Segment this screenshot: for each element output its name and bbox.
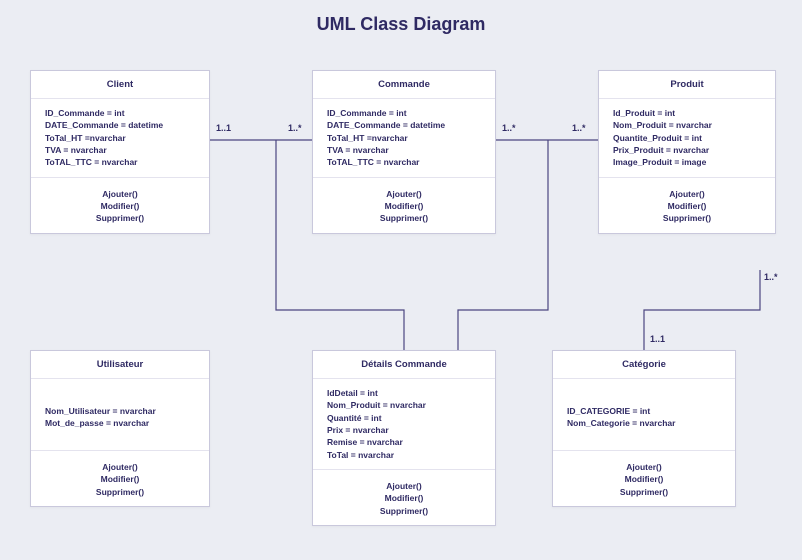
class-attrs: ID_Commande = int DATE_Commande = dateti… — [31, 99, 209, 178]
attr: Nom_Utilisateur = nvarchar — [45, 405, 199, 417]
op: Modifier() — [603, 200, 771, 212]
mult-produit-categorie-top: 1..* — [764, 272, 778, 282]
class-name: Commande — [313, 71, 495, 99]
class-details: Détails Commande IdDetail = int Nom_Prod… — [312, 350, 496, 526]
class-commande: Commande ID_Commande = int DATE_Commande… — [312, 70, 496, 234]
op: Supprimer() — [35, 212, 205, 224]
mult-produit-categorie-bottom: 1..1 — [650, 334, 665, 344]
class-attrs: Nom_Utilisateur = nvarchar Mot_de_passe … — [31, 379, 209, 451]
attr: ID_Commande = int — [327, 107, 485, 119]
attr: TVA = nvarchar — [327, 144, 485, 156]
class-produit: Produit Id_Produit = int Nom_Produit = n… — [598, 70, 776, 234]
op: Modifier() — [557, 473, 731, 485]
attr: ID_Commande = int — [45, 107, 199, 119]
diagram-canvas: 1..1 1..* 1..* 1..* 1..* 1..1 Client ID_… — [0, 0, 802, 560]
class-categorie: Catégorie ID_CATEGORIE = int Nom_Categor… — [552, 350, 736, 507]
class-ops: Ajouter() Modifier() Supprimer() — [31, 178, 209, 233]
mult-commande-produit-right: 1..* — [572, 123, 586, 133]
mult-commande-produit-left: 1..* — [502, 123, 516, 133]
attr: Prix = nvarchar — [327, 424, 485, 436]
attr: ToTAL_TTC = nvarchar — [327, 156, 485, 168]
attr: ToTAL_TTC = nvarchar — [45, 156, 199, 168]
attr: Nom_Produit = nvarchar — [327, 399, 485, 411]
attr: Image_Produit = image — [613, 156, 765, 168]
attr: DATE_Commande = datetime — [327, 119, 485, 131]
class-attrs: Id_Produit = int Nom_Produit = nvarchar … — [599, 99, 775, 178]
attr: IdDetail = int — [327, 387, 485, 399]
op: Supprimer() — [317, 505, 491, 517]
attr: Prix_Produit = nvarchar — [613, 144, 765, 156]
class-name: Catégorie — [553, 351, 735, 379]
attr: ID_CATEGORIE = int — [567, 405, 725, 417]
op: Ajouter() — [35, 188, 205, 200]
class-name: Client — [31, 71, 209, 99]
class-ops: Ajouter() Modifier() Supprimer() — [599, 178, 775, 233]
attr: Quantité = int — [327, 412, 485, 424]
mult-client-commande-right: 1..* — [288, 123, 302, 133]
op: Modifier() — [317, 200, 491, 212]
attr: Mot_de_passe = nvarchar — [45, 417, 199, 429]
attr: Id_Produit = int — [613, 107, 765, 119]
op: Ajouter() — [35, 461, 205, 473]
class-ops: Ajouter() Modifier() Supprimer() — [313, 178, 495, 233]
attr: Quantite_Produit = int — [613, 132, 765, 144]
class-ops: Ajouter() Modifier() Supprimer() — [553, 451, 735, 506]
attr: Remise = nvarchar — [327, 436, 485, 448]
op: Ajouter() — [557, 461, 731, 473]
op: Supprimer() — [603, 212, 771, 224]
class-ops: Ajouter() Modifier() Supprimer() — [313, 470, 495, 525]
op: Modifier() — [35, 473, 205, 485]
attr: ToTal_HT =nvarchar — [45, 132, 199, 144]
op: Modifier() — [35, 200, 205, 212]
attr: ToTal = nvarchar — [327, 449, 485, 461]
op: Modifier() — [317, 492, 491, 504]
attr: ToTal_HT =nvarchar — [327, 132, 485, 144]
op: Ajouter() — [317, 188, 491, 200]
class-utilisateur: Utilisateur Nom_Utilisateur = nvarchar M… — [30, 350, 210, 507]
attr: Nom_Produit = nvarchar — [613, 119, 765, 131]
attr: TVA = nvarchar — [45, 144, 199, 156]
op: Ajouter() — [603, 188, 771, 200]
op: Supprimer() — [35, 486, 205, 498]
class-name: Produit — [599, 71, 775, 99]
class-ops: Ajouter() Modifier() Supprimer() — [31, 451, 209, 506]
mult-client-commande-left: 1..1 — [216, 123, 231, 133]
op: Supprimer() — [317, 212, 491, 224]
attr: Nom_Categorie = nvarchar — [567, 417, 725, 429]
class-attrs: IdDetail = int Nom_Produit = nvarchar Qu… — [313, 379, 495, 470]
class-attrs: ID_CATEGORIE = int Nom_Categorie = nvarc… — [553, 379, 735, 451]
class-client: Client ID_Commande = int DATE_Commande =… — [30, 70, 210, 234]
attr: DATE_Commande = datetime — [45, 119, 199, 131]
class-name: Détails Commande — [313, 351, 495, 379]
op: Supprimer() — [557, 486, 731, 498]
op: Ajouter() — [317, 480, 491, 492]
class-attrs: ID_Commande = int DATE_Commande = dateti… — [313, 99, 495, 178]
class-name: Utilisateur — [31, 351, 209, 379]
